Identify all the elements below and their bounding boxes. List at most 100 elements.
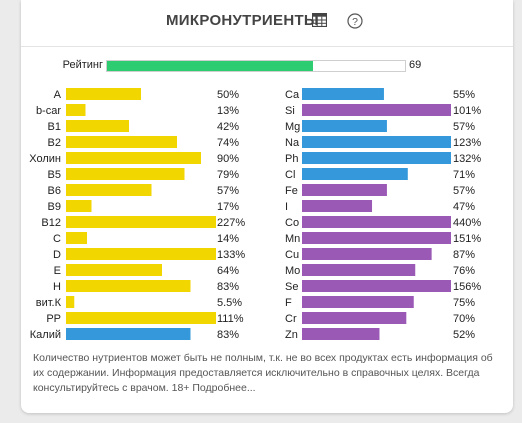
bar-label-na: Na xyxy=(285,137,300,149)
bar-value-вит-к: 5.5% xyxy=(217,297,242,309)
bar-value-mn: 151% xyxy=(453,233,481,245)
bar-label-fe: Fe xyxy=(285,185,298,197)
bar-label-cr: Cr xyxy=(285,313,297,325)
bar-label-co: Co xyxy=(285,217,299,229)
bar-value-se: 156% xyxy=(453,281,481,293)
bar-b12 xyxy=(66,216,216,228)
bar-b5 xyxy=(66,168,185,180)
bar-value-mo: 76% xyxy=(453,265,475,277)
bar-label-b-car: b-car xyxy=(36,105,61,117)
bar-label-b12: B12 xyxy=(41,217,61,229)
table-icon[interactable] xyxy=(312,13,328,29)
bar-mn xyxy=(302,232,451,244)
bar-fe xyxy=(302,184,387,196)
bar-value-co: 440% xyxy=(453,217,481,229)
bar-label-b9: B9 xyxy=(48,201,61,213)
bar-label-d: D xyxy=(53,249,61,261)
bar-si xyxy=(302,104,451,116)
bar-value-si: 101% xyxy=(453,105,481,117)
bar-label-b1: B1 xyxy=(48,121,61,133)
bar-label-a: A xyxy=(54,89,62,101)
bar-value-fe: 57% xyxy=(453,185,475,197)
bar-value-i: 47% xyxy=(453,201,475,213)
bar-b6 xyxy=(66,184,152,196)
bar-d xyxy=(66,248,216,260)
bar-zn xyxy=(302,328,380,340)
bar-label-mn: Mn xyxy=(285,233,300,245)
bar-label-si: Si xyxy=(285,105,295,117)
bar-value-zn: 52% xyxy=(453,329,475,341)
bar-value-a: 50% xyxy=(217,89,239,101)
bar-value-cu: 87% xyxy=(453,249,475,261)
bar-label-cl: Cl xyxy=(285,169,295,181)
bar-value-холин: 90% xyxy=(217,153,239,165)
bar-value-mg: 57% xyxy=(453,121,475,133)
bar-label-вит-к: вит.К xyxy=(36,297,62,309)
rating-bar xyxy=(106,60,406,72)
bar-value-b5: 79% xyxy=(217,169,239,181)
bar-label-h: H xyxy=(53,281,61,293)
svg-text:?: ? xyxy=(352,16,358,28)
bar-value-cr: 70% xyxy=(453,313,475,325)
bar-value-ca: 55% xyxy=(453,89,475,101)
bar-label-cu: Cu xyxy=(285,249,299,261)
bar-label-b2: B2 xyxy=(48,137,61,149)
bar-label-холин: Холин xyxy=(29,153,61,165)
bar-value-c: 14% xyxy=(217,233,239,245)
bar-na xyxy=(302,136,451,148)
bar-label-b6: B6 xyxy=(48,185,61,197)
bar-b9 xyxy=(66,200,92,212)
bar-label-c: C xyxy=(53,233,61,245)
bar-label-i: I xyxy=(285,201,288,213)
rating-bar-fill xyxy=(107,61,313,71)
bar-value-d: 133% xyxy=(217,249,245,261)
bar-c xyxy=(66,232,87,244)
bar-b1 xyxy=(66,120,129,132)
bar-value-pp: 111% xyxy=(217,313,244,325)
bar-label-zn: Zn xyxy=(285,329,298,341)
bar-pp xyxy=(66,312,216,324)
bar-вит-к xyxy=(66,296,75,308)
bar-ca xyxy=(302,88,384,100)
disclaimer-footnote: Количество нутриентов может быть не полн… xyxy=(33,351,503,396)
bar-a xyxy=(66,88,141,100)
bar-ph xyxy=(302,152,451,164)
micronutrients-bar-chart: A 50% b-car 13% B1 42% B2 74% Холин 90% B5 79% B6 57%… xyxy=(29,88,481,341)
bar-i xyxy=(302,200,373,212)
bar-se xyxy=(302,280,451,292)
bar-value-ph: 132% xyxy=(453,153,481,165)
bar-co xyxy=(302,216,451,228)
bar-b2 xyxy=(66,136,177,148)
bar-e xyxy=(66,264,162,276)
bar-калий xyxy=(66,328,191,340)
bar-value-cl: 71% xyxy=(453,169,475,181)
bar-label-mg: Mg xyxy=(285,121,300,133)
more-link[interactable]: Подробнее... xyxy=(192,382,256,394)
bar-value-калий: 83% xyxy=(217,329,239,341)
bar-label-pp: PP xyxy=(46,313,61,325)
bar-label-se: Se xyxy=(285,281,298,293)
bar-cu xyxy=(302,248,432,260)
bar-value-h: 83% xyxy=(217,281,239,293)
bar-value-b2: 74% xyxy=(217,137,239,149)
bar-value-b-car: 13% xyxy=(217,105,239,117)
rating-label: Рейтинг xyxy=(62,59,103,71)
disclaimer-text: Количество нутриентов может быть не полн… xyxy=(33,352,493,394)
bar-value-na: 123% xyxy=(453,137,481,149)
bar-value-b12: 227% xyxy=(217,217,245,229)
micronutrients-card: МИКРОНУТРИЕНТЫ ? Рейтинг 69 A 50% b-car 13%… xyxy=(21,0,513,413)
bar-value-b9: 17% xyxy=(217,201,239,213)
bar-label-ph: Ph xyxy=(285,153,298,165)
help-circle-icon[interactable]: ? xyxy=(347,13,363,29)
card-header: МИКРОНУТРИЕНТЫ ? xyxy=(21,0,513,47)
bar-label-f: F xyxy=(285,297,292,309)
bar-label-ca: Ca xyxy=(285,89,300,101)
bar-value-e: 64% xyxy=(217,265,239,277)
bar-cr xyxy=(302,312,407,324)
bar-value-f: 75% xyxy=(453,297,475,309)
bar-h xyxy=(66,280,191,292)
bar-f xyxy=(302,296,414,308)
bar-label-e: E xyxy=(54,265,61,277)
bar-mo xyxy=(302,264,416,276)
bar-value-b1: 42% xyxy=(217,121,239,133)
